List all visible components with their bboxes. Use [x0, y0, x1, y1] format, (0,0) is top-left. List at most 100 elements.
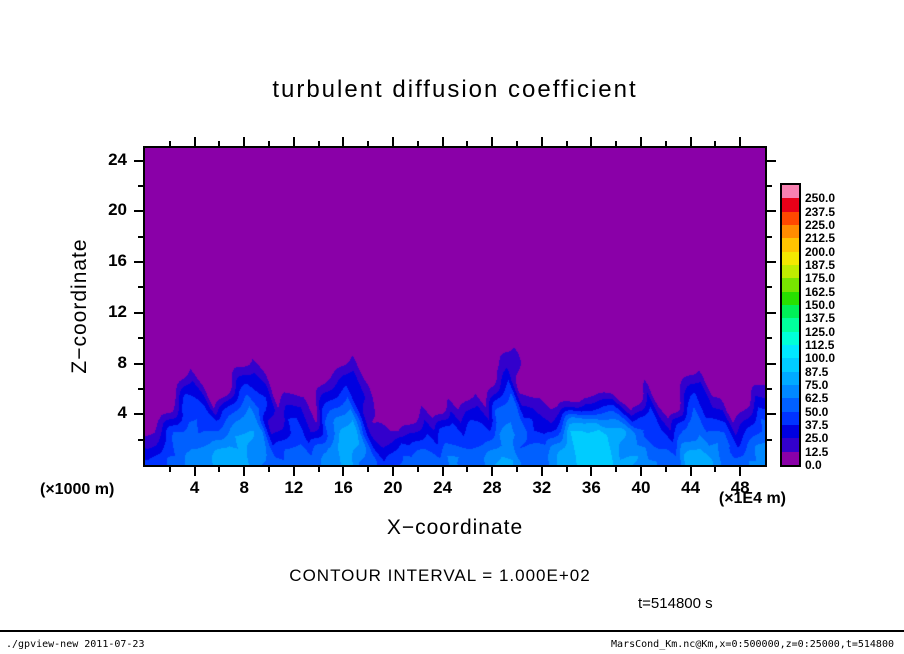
x-tick [590, 137, 593, 146]
x-tick-label: 4 [189, 478, 200, 497]
x-tick [565, 141, 568, 146]
x-tick [714, 467, 717, 472]
z-tick [134, 311, 143, 314]
colorbar-cell [782, 425, 799, 439]
colorbar-label: 175.0 [805, 271, 836, 286]
x-tick [292, 467, 295, 476]
z-tick [767, 286, 772, 289]
x-tick [516, 141, 518, 146]
z-tick-label: 8 [117, 352, 127, 372]
x-tick-label: 36 [581, 478, 601, 497]
heatmap-canvas [145, 148, 765, 465]
x-tick [168, 141, 171, 146]
x-tick [664, 141, 667, 146]
x-tick [689, 137, 692, 146]
x-tick [218, 141, 221, 146]
colorbar-frame [780, 183, 801, 467]
z-tick [134, 210, 143, 213]
x-tick [739, 137, 742, 146]
colorbar-label: 125.0 [805, 324, 836, 339]
colorbar-cell [782, 185, 799, 199]
colorbar-cell [782, 251, 799, 266]
x-tick [317, 141, 320, 146]
colorbar-label: 37.5 [805, 418, 829, 432]
colorbar-cell [782, 345, 799, 359]
x-axis-label: X−coordinate [386, 516, 524, 539]
x-tick [367, 467, 370, 472]
x-tick [441, 137, 444, 146]
colorbar-label: 25.0 [805, 431, 829, 446]
colorbar-label: 150.0 [805, 298, 836, 312]
z-tick [134, 413, 143, 416]
x-tick-label: 20 [383, 478, 403, 497]
colorbar-cell [782, 451, 799, 466]
plot-frame [143, 146, 767, 467]
z-tick [767, 210, 776, 213]
z-tick [767, 261, 776, 264]
x-tick [640, 137, 642, 146]
colorbar-label: 100.0 [805, 351, 836, 366]
colorbar-cell [782, 278, 799, 293]
x-tick [540, 137, 543, 146]
z-tick [767, 185, 772, 188]
z-tick [767, 311, 776, 314]
colorbar-cell [782, 318, 799, 333]
x-tick [243, 467, 246, 476]
z-tick-label: 16 [108, 251, 127, 271]
colorbar-cell [782, 385, 799, 399]
x-tick [466, 467, 469, 472]
x-tick [218, 467, 221, 472]
colorbar-cell [782, 371, 799, 386]
x-tick [714, 141, 717, 146]
z-tick [767, 438, 772, 441]
x-tick [268, 141, 270, 146]
colorbar-label: 62.5 [805, 391, 829, 406]
colorbar-cell [782, 238, 799, 253]
colorbar-label: 200.0 [805, 244, 836, 259]
y-axis-unit: (×1000 m) [40, 481, 115, 498]
x-tick-label: 32 [532, 478, 552, 497]
z-tick [134, 362, 143, 365]
x-tick [416, 467, 419, 472]
x-tick [342, 467, 345, 476]
colorbar-cell [782, 398, 799, 413]
x-tick [317, 467, 320, 472]
z-tick [767, 362, 776, 365]
colorbar-cell [782, 411, 799, 426]
contour-interval-text: CONTOUR INTERVAL = 1.000E+02 [289, 566, 591, 585]
x-tick [491, 137, 494, 146]
x-tick [739, 467, 742, 476]
x-tick [392, 467, 394, 476]
x-tick [416, 141, 419, 146]
x-tick [392, 137, 394, 146]
x-tick-label: 12 [284, 478, 304, 497]
x-tick [491, 467, 494, 476]
x-tick-label: 24 [433, 478, 453, 497]
x-tick [664, 467, 667, 472]
z-tick [138, 337, 143, 340]
x-tick-label: 16 [333, 478, 353, 497]
z-tick [138, 438, 143, 441]
z-tick-label: 12 [108, 301, 127, 321]
x-tick [193, 137, 196, 146]
colorbar-label: 50.0 [805, 404, 829, 419]
x-tick [342, 137, 345, 146]
x-tick [292, 137, 295, 146]
y-axis-label: Z−coordinate [68, 238, 91, 374]
z-tick [767, 413, 776, 416]
colorbar-cell [782, 291, 799, 306]
colorbar-label: 250.0 [805, 191, 836, 206]
x-tick [615, 141, 618, 146]
z-tick [138, 185, 143, 188]
colorbar-label: 75.0 [805, 378, 829, 392]
colorbar-cell [782, 211, 799, 226]
x-tick-label: 28 [482, 478, 502, 497]
colorbar-label: 12.5 [805, 444, 829, 459]
colorbar-cell [782, 438, 799, 453]
colorbar-label: 162.5 [805, 284, 836, 299]
colorbar-cell [782, 265, 799, 279]
z-tick-label: 24 [108, 149, 127, 169]
colorbar-cell [782, 358, 799, 373]
colorbar-label: 137.5 [805, 311, 836, 326]
x-tick-label: 40 [631, 478, 651, 497]
